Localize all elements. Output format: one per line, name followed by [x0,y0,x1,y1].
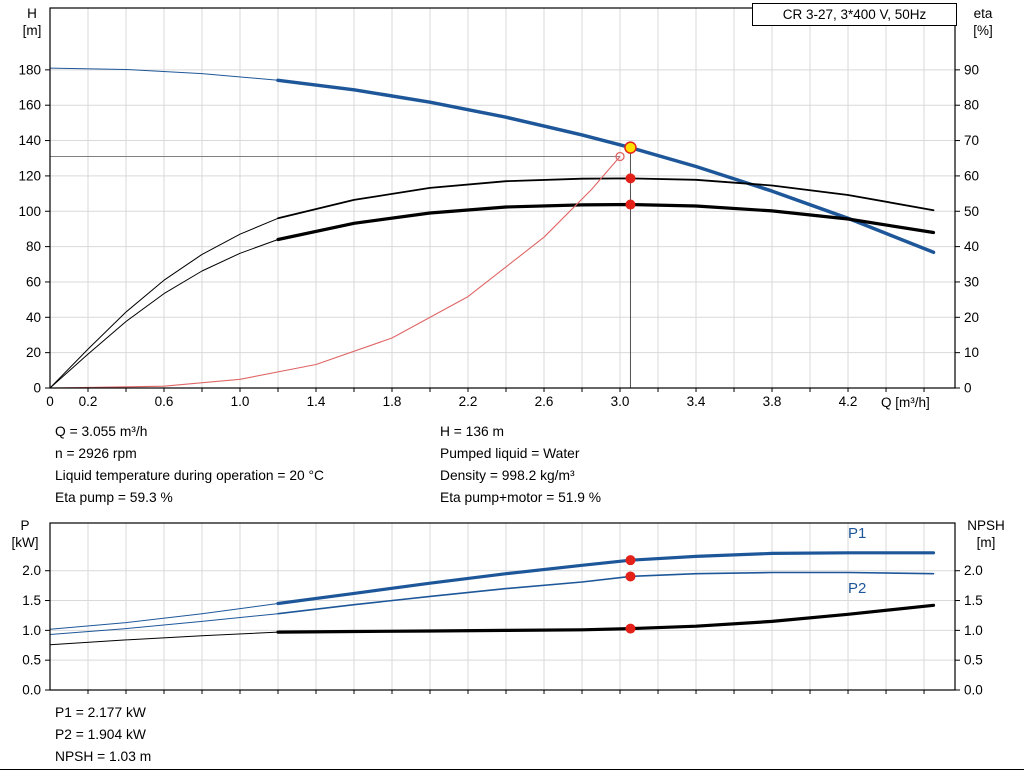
curve-pump-curve-low-flow [49,67,279,81]
head-value: H = 136 m [440,424,505,439]
svg-text:60: 60 [964,168,979,183]
svg-text:2.6: 2.6 [535,394,554,409]
svg-text:2.0: 2.0 [22,563,41,578]
svg-text:40: 40 [26,310,41,325]
svg-text:2.0: 2.0 [964,563,983,578]
axis-label-npsh-text: NPSH [967,518,1005,533]
marker-requested-duty-point [615,151,625,162]
curve-eta-pump-low-flow [49,217,279,389]
svg-text:1.0: 1.0 [22,623,41,638]
svg-text:70: 70 [964,133,979,148]
svg-text:0.6: 0.6 [155,394,174,409]
curve-p2 [277,571,935,615]
axis-label-npsh: NPSH [m] [955,517,1017,551]
curve-npsh-low-flow [49,631,279,646]
svg-text:20: 20 [26,345,41,360]
svg-text:160: 160 [18,98,41,113]
svg-text:1.0: 1.0 [231,394,250,409]
curve-eta-pump-motor [276,202,936,242]
axis-unit-m: [m] [22,23,42,38]
p1-value: P1 = 2.177 kW [55,705,146,720]
svg-text:3.8: 3.8 [763,394,782,409]
marker-eta-pump-point [625,173,636,184]
density-value: Density = 998.2 kg/m³ [440,468,575,483]
svg-text:1.8: 1.8 [383,394,402,409]
npsh-value: NPSH = 1.03 m [55,749,152,764]
marker-p1-point [625,555,636,566]
svg-text:90: 90 [964,62,979,77]
svg-text:80: 80 [964,98,979,113]
axis-label-eta: eta [%] [958,5,1008,39]
svg-text:180: 180 [18,62,41,77]
svg-text:80: 80 [26,239,41,254]
svg-text:140: 140 [18,133,41,148]
svg-text:40: 40 [964,239,979,254]
svg-text:1.0: 1.0 [964,623,983,638]
svg-text:0.0: 0.0 [964,683,983,698]
svg-text:120: 120 [18,168,41,183]
svg-text:3.4: 3.4 [687,394,706,409]
svg-text:0: 0 [33,381,41,396]
axis-label-p: P [20,518,30,533]
svg-text:4.2: 4.2 [839,394,858,409]
curve-eta-pump-motor-low-flow [49,239,279,389]
axis-label-h: H [27,6,37,21]
operating-data-right: H = 136 m Pumped liquid = Water Density … [440,421,601,509]
svg-text:0.5: 0.5 [964,653,983,668]
svg-text:1.5: 1.5 [964,593,983,608]
marker-eta-pump-motor-point [625,199,636,210]
marker-p2-point [625,571,636,582]
axis-unit-kw: [kW] [11,535,39,550]
curve-p1 [276,551,936,606]
svg-text:60: 60 [26,274,41,289]
curve-label-P2: P2 [848,580,866,597]
pump-title: CR 3-27, 3*400 V, 50Hz [752,3,957,26]
svg-text:30: 30 [964,274,979,289]
axis-unit-percent: [%] [973,23,993,38]
axis-label-flow: Q [m³/h] [881,395,930,410]
marker-duty-point [624,141,637,154]
svg-text:10: 10 [964,345,979,360]
liquid-temperature: Liquid temperature during operation = 20… [55,468,324,483]
axis-label-eta-text: eta [973,6,993,21]
axis-unit-npsh-m: [m] [976,535,996,550]
curve-eta-pump [277,177,935,220]
svg-text:1.5: 1.5 [22,593,41,608]
curve-p2-low-flow [49,613,279,635]
flow-value: Q = 3.055 m³/h [55,424,148,439]
curve-pump-curve [276,78,936,255]
svg-text:3.0: 3.0 [611,394,630,409]
svg-text:0.2: 0.2 [79,394,98,409]
power-npsh-data: P1 = 2.177 kW P2 = 1.904 kW NPSH = 1.03 … [55,702,151,768]
svg-text:0: 0 [46,394,54,409]
svg-text:0.5: 0.5 [22,653,41,668]
svg-text:100: 100 [18,204,41,219]
curve-p1-low-flow [49,603,279,630]
eta-pump-value: Eta pump = 59.3 % [55,490,173,505]
curve-system-curve [49,155,621,389]
marker-npsh-point [625,623,636,634]
axis-label-power: P [kW] [2,517,48,551]
axis-label-head: H [m] [10,5,54,39]
bottom-divider [0,769,1024,770]
curve-label-P1: P1 [848,525,866,542]
svg-text:50: 50 [964,204,979,219]
svg-text:1.4: 1.4 [307,394,326,409]
curve-npsh [276,603,936,634]
svg-text:20: 20 [964,310,979,325]
svg-text:0: 0 [964,381,972,396]
svg-text:2.2: 2.2 [459,394,478,409]
p2-value: P2 = 1.904 kW [55,727,146,742]
pumped-liquid: Pumped liquid = Water [440,446,580,461]
speed-value: n = 2926 rpm [55,446,137,461]
operating-data-left: Q = 3.055 m³/h n = 2926 rpm Liquid tempe… [55,421,324,509]
svg-text:0.0: 0.0 [22,683,41,698]
eta-pump-motor-value: Eta pump+motor = 51.9 % [440,490,602,505]
